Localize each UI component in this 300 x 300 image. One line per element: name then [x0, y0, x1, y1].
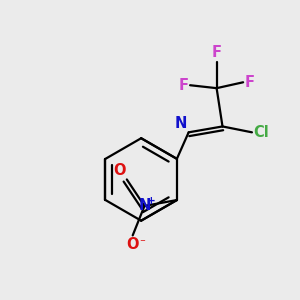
- Text: O: O: [126, 237, 139, 252]
- Text: F: F: [212, 46, 222, 61]
- Text: Cl: Cl: [254, 125, 269, 140]
- Text: F: F: [178, 78, 189, 93]
- Text: N: N: [138, 198, 151, 213]
- Text: ⁻: ⁻: [139, 238, 145, 248]
- Text: F: F: [244, 75, 255, 90]
- Text: O: O: [113, 163, 125, 178]
- Text: N: N: [175, 116, 187, 131]
- Text: +: +: [147, 196, 155, 206]
